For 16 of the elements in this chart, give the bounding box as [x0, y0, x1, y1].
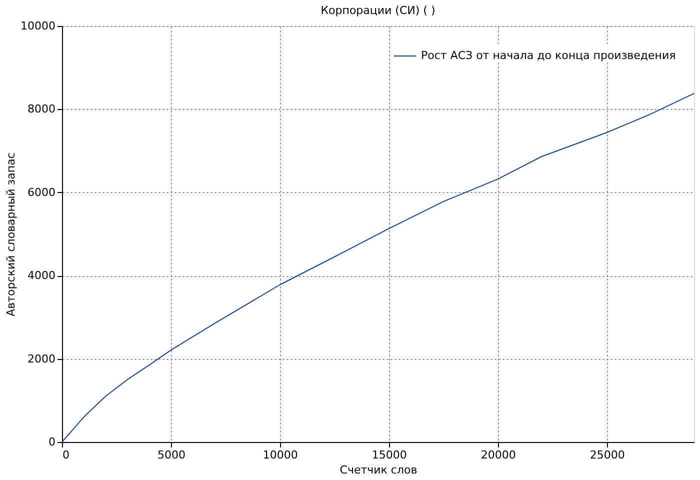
y-tick-label: 0	[48, 436, 56, 448]
y-tick-label: 2000	[28, 352, 56, 366]
x-tick-label: 5000	[157, 448, 186, 462]
x-tick-label: 20000	[480, 448, 516, 462]
x-tick-label: 0	[62, 448, 70, 462]
y-tick-label: 10000	[20, 20, 56, 32]
y-axis-title: Авторский словарный запас	[4, 152, 18, 316]
x-tick-label: 15000	[372, 448, 407, 462]
x-axis-title: Счетчик слов	[340, 464, 418, 476]
y-tick-label: 4000	[28, 269, 56, 282]
legend-label: Рост АСЗ от начала до конца произведения	[421, 49, 676, 62]
chart-title: Корпорации (СИ) ( )	[320, 4, 436, 17]
y-tick-label: 8000	[28, 102, 56, 116]
x-tick-label: 10000	[262, 448, 298, 462]
y-tick-label: 6000	[28, 186, 56, 199]
x-tick-label: 25000	[590, 448, 625, 462]
